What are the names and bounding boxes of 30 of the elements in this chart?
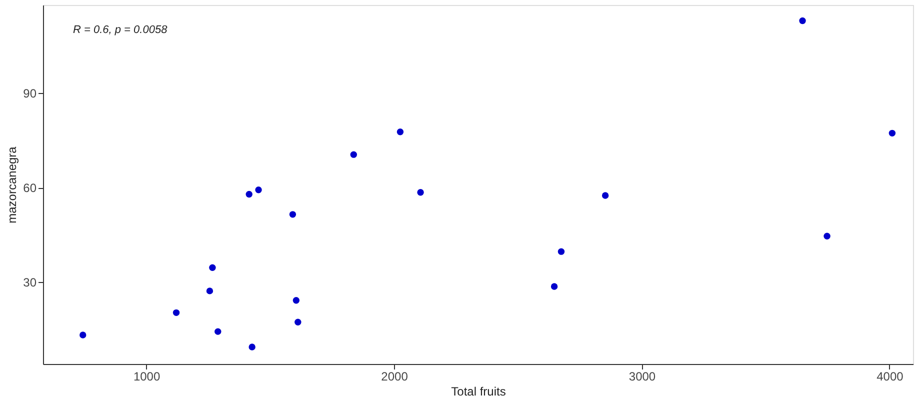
point	[396, 128, 404, 136]
point	[209, 264, 216, 271]
point	[350, 151, 357, 158]
point	[888, 130, 896, 137]
x-tick-label: 3000	[628, 370, 656, 384]
point	[255, 186, 262, 194]
y-tick-label: 90	[23, 86, 37, 101]
annotation: R = 0.6, p = 0.0058	[73, 24, 168, 36]
x-tick-label: 4000	[876, 370, 904, 384]
point	[248, 344, 256, 350]
point	[558, 248, 565, 255]
point	[799, 17, 806, 24]
point	[246, 190, 252, 198]
point	[80, 332, 86, 338]
x-tick-label: 2000	[381, 370, 408, 384]
y-tick-label: 60	[23, 181, 37, 196]
point	[550, 283, 558, 290]
point	[824, 232, 830, 240]
point	[206, 288, 214, 294]
point	[602, 192, 609, 199]
y-axis-title: mazorcanegra	[5, 146, 20, 224]
point	[172, 309, 180, 316]
point	[294, 318, 302, 326]
y-tick-label: 30	[23, 276, 37, 290]
point	[214, 328, 222, 335]
point	[292, 297, 300, 304]
x-axis-title: Total fruits	[451, 384, 506, 398]
point	[289, 211, 296, 218]
point	[417, 189, 424, 196]
x-tick-label: 1000	[133, 370, 160, 384]
